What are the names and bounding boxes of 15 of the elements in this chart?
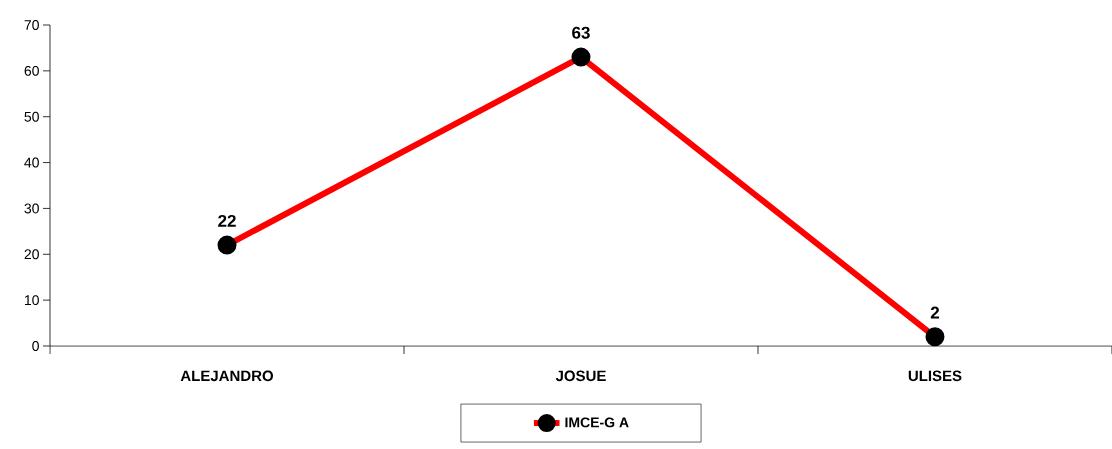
x-tick-label: ALEJANDRO xyxy=(180,370,274,382)
legend-label: IMCE-G A xyxy=(565,417,629,428)
y-tick-label: 40 xyxy=(24,157,39,168)
y-tick-label: 30 xyxy=(24,203,39,214)
y-tick-label: 60 xyxy=(24,65,39,76)
data-label: 22 xyxy=(218,214,236,227)
x-tick-label: JOSUE xyxy=(555,370,606,382)
y-tick-label: 70 xyxy=(24,20,39,30)
y-tick-label: 0 xyxy=(32,341,39,351)
y-tick-label: 50 xyxy=(24,111,39,122)
y-tick-label: 20 xyxy=(24,249,39,260)
data-label: 2 xyxy=(930,306,940,319)
x-tick-label: ULISES xyxy=(908,370,962,382)
data-label: 63 xyxy=(572,26,590,39)
y-tick-label: 10 xyxy=(24,295,39,306)
